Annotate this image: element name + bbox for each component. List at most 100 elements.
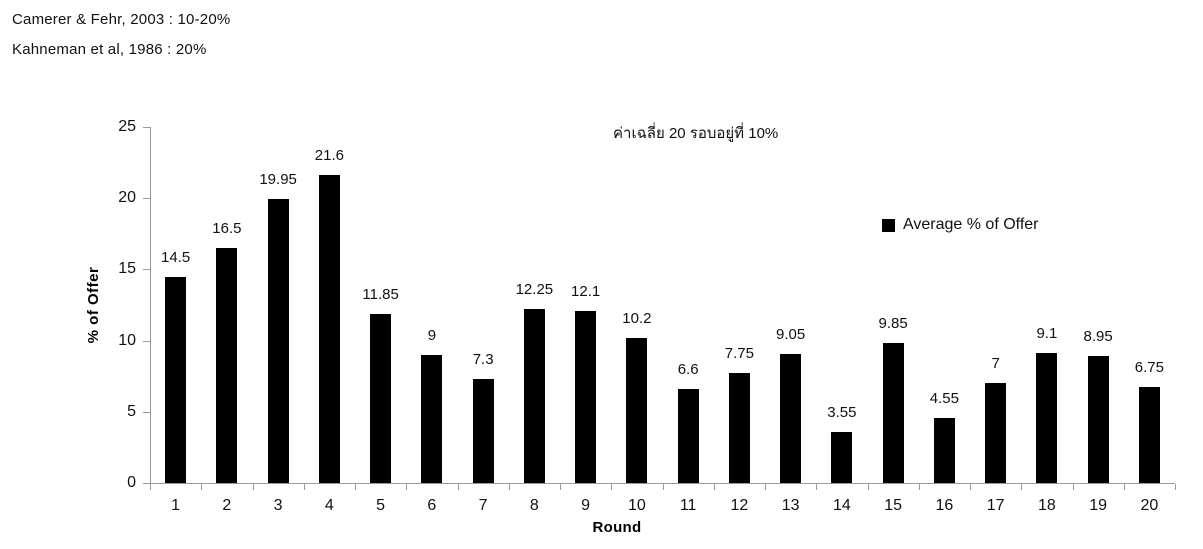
bar-value-label: 7.3: [472, 351, 494, 369]
y-axis-title: % of Offer: [85, 266, 102, 344]
x-tick-label: 14: [832, 497, 851, 514]
bar-value-label: 12.1: [571, 282, 601, 300]
x-axis-tick: [406, 484, 408, 490]
bar-value-label: 9.1: [1036, 325, 1058, 343]
bar: [1087, 355, 1109, 483]
x-axis-title: Round: [592, 519, 642, 536]
x-tick-label: 7: [478, 497, 488, 514]
bar: [318, 175, 340, 483]
y-tick-label: 20: [118, 189, 136, 207]
x-axis-tick: [765, 484, 766, 490]
x-tick-label: 17: [986, 497, 1005, 514]
x-axis-tick: [560, 484, 561, 490]
x-axis-tick: [201, 484, 203, 490]
x-axis-tick: [1072, 484, 1074, 490]
x-axis-tick: [1021, 484, 1023, 490]
y-axis-tick: [143, 127, 150, 128]
bar: [1138, 386, 1160, 483]
bar-value-label: 6.6: [677, 361, 699, 379]
bar-value-label: 9.85: [878, 314, 908, 332]
bar-value-label: 4.55: [929, 390, 959, 408]
annotation-camerer-fehr: Camerer & Fehr, 2003 : 10-20%: [12, 11, 231, 28]
legend-label: Average % of Offer: [903, 216, 1039, 233]
y-tick-label: 25: [118, 118, 136, 135]
y-axis-tick: [143, 198, 150, 200]
x-axis-line: [150, 483, 1175, 484]
x-axis-tick: [867, 484, 869, 490]
y-axis-tick: [143, 340, 150, 342]
y-axis-tick: [143, 269, 150, 271]
bar-value-label: 14.5: [161, 248, 191, 266]
x-axis-tick: [150, 484, 151, 490]
bar: [677, 389, 699, 483]
y-axis-line: [150, 127, 151, 483]
bar-value-label: 3.55: [827, 404, 857, 422]
y-tick-label: 5: [127, 402, 136, 420]
bar-value-label: 10.2: [622, 309, 652, 327]
bar-value-label: 19.95: [259, 170, 297, 188]
x-axis-tick: [508, 484, 510, 490]
legend-marker-square-icon: [882, 218, 895, 232]
x-tick-label: 8: [529, 497, 539, 514]
bar: [523, 308, 545, 483]
x-tick-label: 3: [273, 497, 283, 514]
x-axis-tick: [457, 484, 459, 490]
bar-value-label: 9.05: [776, 326, 806, 344]
legend: Average % of Offer: [882, 216, 1038, 234]
bar: [575, 310, 597, 483]
bar-value-label: 16.5: [212, 220, 242, 238]
x-axis-tick: [713, 484, 715, 490]
bar: [933, 418, 955, 483]
bar-value-label: 6.75: [1134, 358, 1164, 376]
bar: [985, 383, 1007, 483]
chart-note-thai-average: ค่าเฉลี่ย 20 รอบอยู่ที่ 10%: [613, 125, 779, 142]
x-axis-tick: [252, 484, 254, 490]
annotation-kahneman: Kahneman et al, 1986 : 20%: [12, 41, 207, 58]
x-axis-tick: [1123, 484, 1125, 490]
bar: [831, 432, 853, 483]
y-tick-label: 15: [118, 260, 136, 278]
x-tick-label: 18: [1037, 497, 1056, 514]
bar-value-label: 12.25: [515, 280, 554, 298]
bar: [780, 354, 802, 483]
bar: [1036, 353, 1058, 483]
x-tick-label: 10: [627, 497, 646, 514]
bar: [626, 337, 648, 483]
y-axis-tick: [143, 411, 150, 413]
x-tick-label: 16: [935, 497, 954, 514]
x-tick-label: 5: [376, 497, 386, 514]
x-axis-tick: [662, 484, 664, 490]
bar-value-label: 11.85: [362, 286, 399, 304]
bar-value-label: 8.95: [1083, 327, 1113, 345]
x-axis-tick: [1175, 484, 1176, 490]
x-tick-label: 20: [1140, 497, 1159, 514]
x-tick-label: 12: [730, 497, 749, 514]
x-tick-label: 6: [427, 497, 437, 514]
bar-value-label: 9: [427, 326, 437, 344]
x-axis-tick: [355, 484, 356, 490]
bar: [165, 276, 187, 483]
x-tick-label: 4: [324, 497, 334, 514]
x-tick-label: 9: [581, 497, 591, 514]
y-tick-label: 10: [118, 331, 136, 349]
bar-value-label: 7.75: [724, 344, 754, 362]
x-tick-label: 1: [171, 497, 181, 514]
bar: [267, 198, 289, 483]
bar: [472, 379, 494, 483]
x-axis-tick: [970, 484, 971, 490]
bar-value-label: 7: [991, 355, 1000, 373]
x-tick-label: 2: [222, 497, 232, 514]
bar: [216, 248, 238, 483]
x-tick-label: 15: [884, 497, 903, 514]
x-axis-tick: [611, 484, 613, 490]
bar: [728, 372, 750, 483]
y-axis-tick: [143, 483, 150, 484]
x-tick-label: 19: [1089, 497, 1108, 514]
bar: [421, 354, 443, 483]
bar-value-label: 21.6: [314, 147, 344, 165]
bar: [370, 314, 392, 483]
x-axis-tick: [816, 484, 818, 490]
x-tick-label: 11: [679, 497, 697, 514]
x-axis-tick: [303, 484, 305, 490]
